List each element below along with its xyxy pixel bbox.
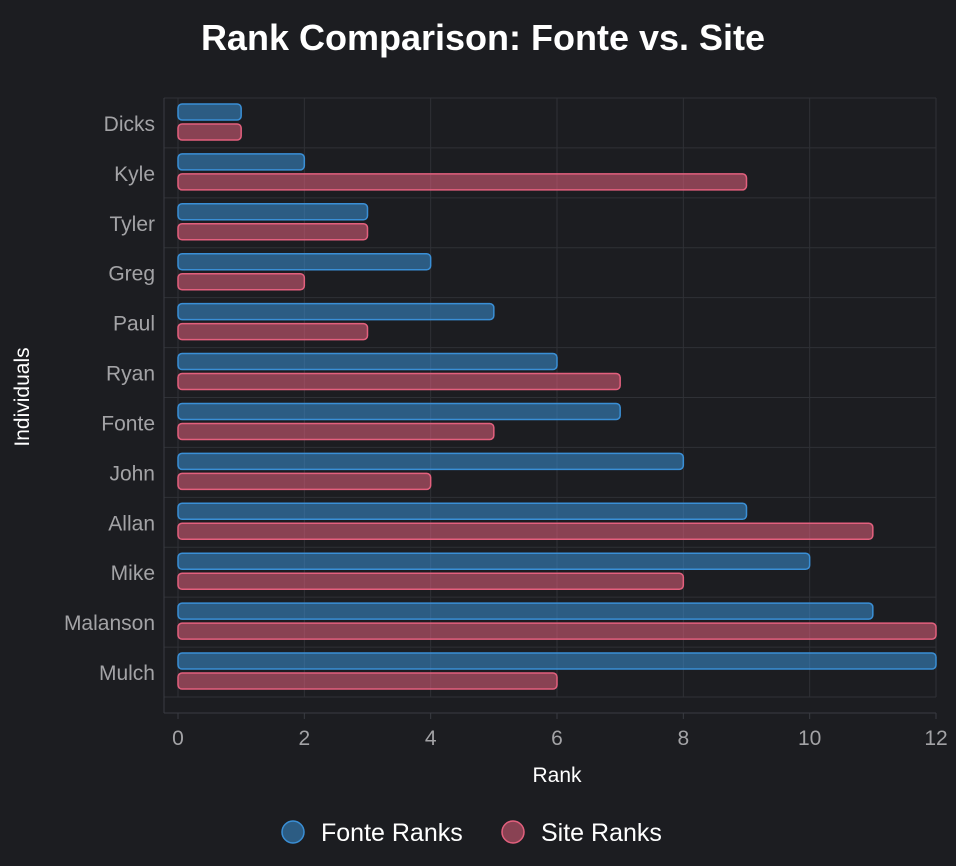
legend-label: Fonte Ranks — [321, 819, 463, 847]
bar-fonte-rank[interactable] — [177, 352, 558, 371]
bar-fonte-rank[interactable] — [177, 502, 748, 521]
bar-site-rank[interactable] — [177, 173, 748, 191]
bar-site-rank[interactable] — [177, 472, 432, 491]
x-tick-label: 10 — [798, 727, 821, 750]
y-tick-label: Paul — [113, 313, 155, 336]
y-tick-label: John — [109, 462, 155, 485]
bar-fonte-rank[interactable] — [177, 153, 306, 171]
bar-site-rank[interactable] — [177, 672, 558, 690]
x-tick-label: 0 — [172, 727, 184, 750]
bar-site-rank[interactable] — [177, 372, 621, 391]
legend-label: Site Ranks — [541, 819, 662, 847]
bar-site-rank[interactable] — [177, 422, 495, 441]
bar-fonte-rank[interactable] — [177, 203, 369, 221]
y-axis-title: Individuals — [11, 347, 34, 446]
bar-site-rank[interactable] — [177, 223, 369, 241]
legend-swatch — [501, 820, 525, 844]
bar-fonte-rank[interactable] — [177, 602, 874, 620]
legend-swatch — [281, 820, 305, 844]
bar-site-rank[interactable] — [177, 272, 306, 291]
bar-fonte-rank[interactable] — [177, 103, 242, 121]
y-tick-label: Fonte — [101, 412, 155, 435]
y-tick-label: Greg — [108, 263, 155, 286]
bars — [177, 103, 937, 690]
y-tick-label: Allan — [108, 512, 155, 535]
bar-site-rank[interactable] — [177, 322, 369, 341]
bar-fonte-rank[interactable] — [177, 252, 432, 271]
bar-site-rank[interactable] — [177, 622, 937, 640]
x-tick-label: 6 — [551, 727, 563, 750]
bar-site-rank[interactable] — [177, 572, 685, 590]
x-tick-label: 12 — [924, 727, 947, 750]
axes: 0 2 4 6 8 10 12 Dicks Kyle Tyler Greg Paul Ryan Fonte… — [64, 98, 948, 750]
y-tick-label: Kyle — [114, 163, 155, 186]
x-tick-label: 8 — [677, 727, 689, 750]
y-tick-label: Tyler — [109, 213, 155, 236]
y-tick-label: Mulch — [99, 662, 155, 685]
y-tick-label: Dicks — [104, 113, 155, 136]
legend-item-fonte-ranks[interactable]: Fonte Ranks — [281, 819, 463, 847]
chart-title: Rank Comparison: Fonte vs. Site — [201, 17, 765, 58]
x-tick-label: 2 — [298, 727, 310, 750]
x-axis-title: Rank — [532, 764, 582, 787]
bar-site-rank[interactable] — [177, 123, 242, 141]
bar-fonte-rank[interactable] — [177, 302, 495, 321]
y-tick-label: Mike — [111, 562, 155, 585]
grid — [164, 97, 937, 698]
bar-fonte-rank[interactable] — [177, 452, 685, 471]
bar-fonte-rank[interactable] — [177, 652, 937, 670]
bar-fonte-rank[interactable] — [177, 552, 811, 570]
legend[interactable]: Fonte Ranks Site Ranks — [281, 819, 662, 847]
y-tick-label: Ryan — [106, 363, 155, 386]
bar-site-rank[interactable] — [177, 522, 874, 541]
bar-fonte-rank[interactable] — [177, 402, 621, 421]
legend-item-site-ranks[interactable]: Site Ranks — [501, 819, 662, 847]
x-tick-label: 4 — [425, 727, 437, 750]
y-tick-label: Malanson — [64, 612, 155, 635]
